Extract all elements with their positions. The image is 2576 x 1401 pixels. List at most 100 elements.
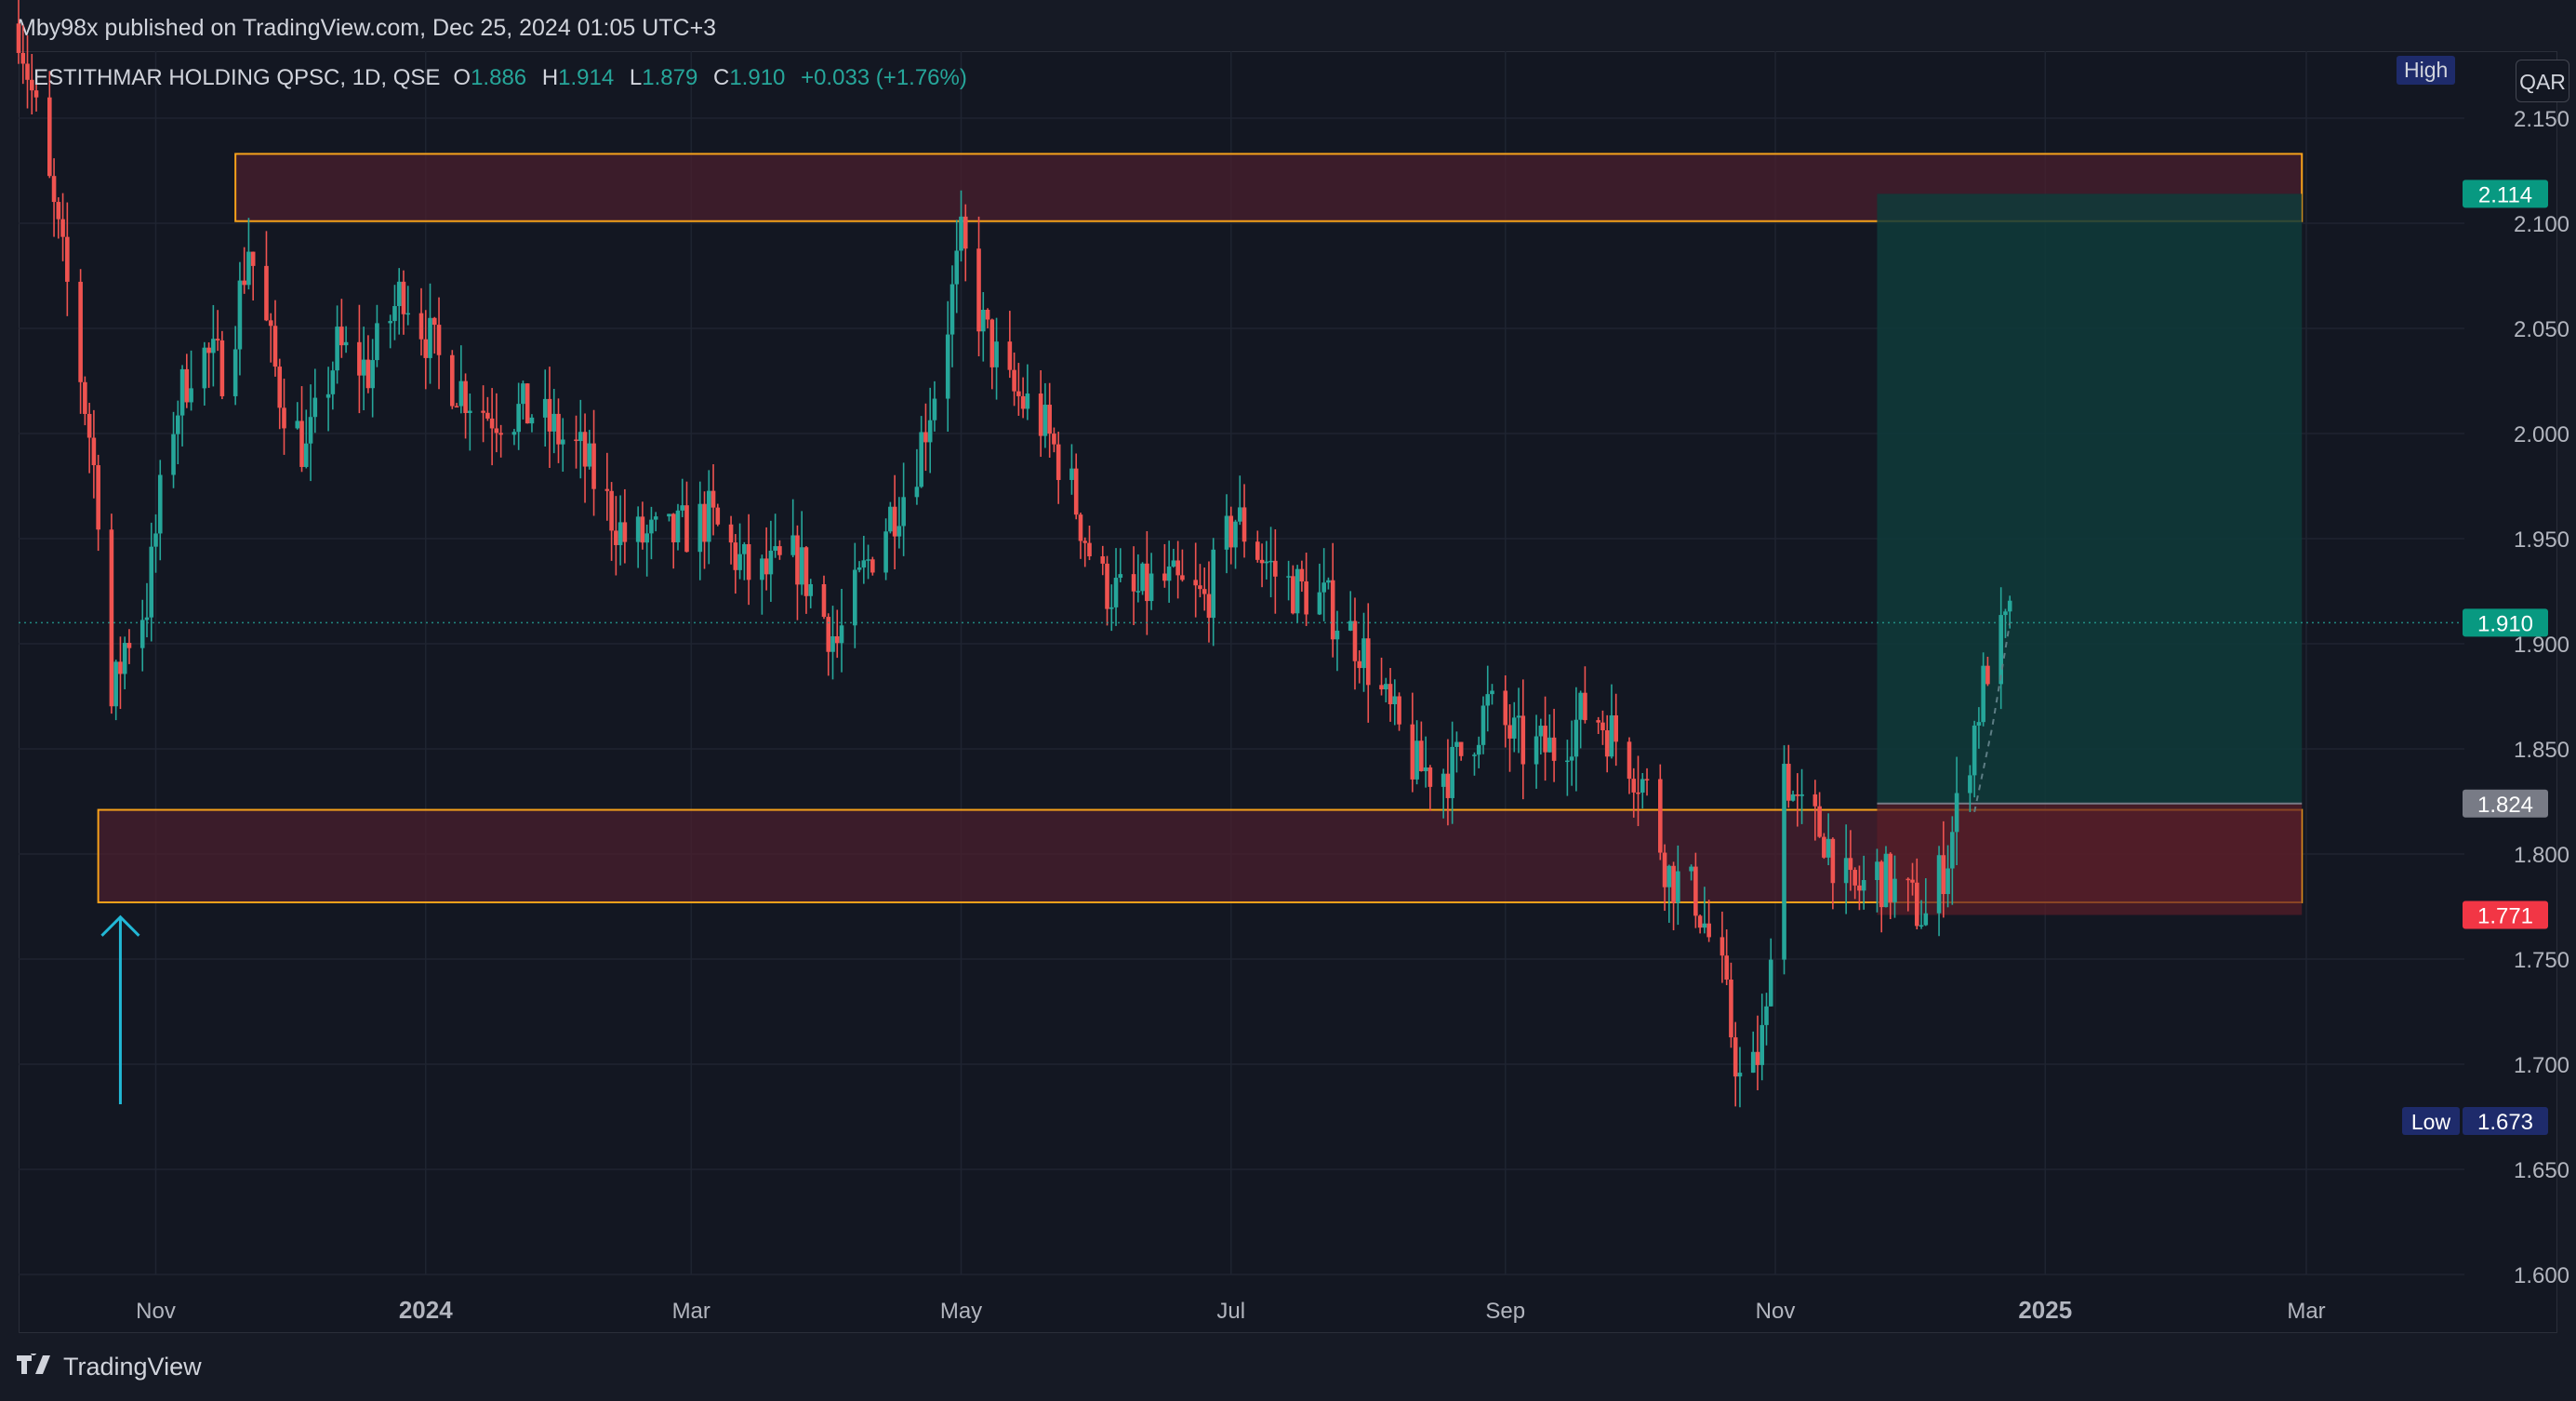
candle-body [524, 383, 530, 424]
candle-body [856, 567, 862, 570]
candle-body [839, 625, 844, 644]
candle-body [25, 63, 30, 80]
candle-body [1861, 879, 1866, 891]
candle-body [295, 420, 300, 429]
candle-body [853, 569, 857, 626]
candle-body [1472, 754, 1477, 756]
candle-body [308, 417, 313, 444]
candle-body [215, 339, 220, 340]
candle-body [1299, 568, 1305, 581]
y-tick-label: 2.100 [2514, 212, 2569, 237]
candle-body [529, 417, 535, 424]
candle-body [582, 432, 588, 467]
candle-body [914, 487, 920, 498]
candle-body [481, 410, 485, 413]
tradingview-logo-icon[interactable] [17, 1349, 56, 1381]
grid [19, 51, 2464, 1275]
candle-body [272, 326, 278, 367]
candle-body [1383, 684, 1388, 690]
candle-body [1755, 1051, 1760, 1065]
candle-body [1631, 779, 1637, 793]
candle-body [578, 432, 583, 442]
y-tick-label: 1.600 [2514, 1263, 2569, 1288]
y-tick-label: 1.900 [2514, 633, 2569, 658]
candle-body [20, 52, 26, 64]
candle-body [883, 531, 888, 573]
candle-body [710, 490, 716, 508]
candle-body [1720, 937, 1725, 956]
candle-body [1976, 722, 1982, 726]
candle-body [51, 176, 57, 203]
candle-body [454, 406, 459, 408]
candle-body [1135, 591, 1141, 593]
position-target-area [1877, 193, 2303, 804]
candle-body [511, 432, 517, 435]
candle-body [202, 347, 207, 389]
overlays [19, 621, 2464, 1104]
candle-body [122, 643, 127, 674]
candle-body [303, 443, 309, 467]
candle-body [1914, 882, 1919, 927]
price-label-stop [2463, 901, 2548, 929]
x-tick-label: 2024 [399, 1296, 453, 1324]
candle-body [432, 317, 437, 326]
y-tick-label: 1.950 [2514, 527, 2569, 553]
candle-body [29, 79, 34, 91]
candle-body [494, 428, 499, 434]
low-value: 1.879 [642, 65, 698, 90]
candle-body [1534, 736, 1539, 765]
candle-body [1768, 959, 1773, 1007]
tradingview-brand[interactable]: TradingView [63, 1353, 202, 1381]
candle-body [33, 90, 39, 98]
candle-body [299, 420, 304, 467]
candle-body [1671, 865, 1676, 903]
y-tick-label: 2.150 [2514, 107, 2569, 132]
candle-body [1551, 737, 1557, 761]
candle-body [1007, 341, 1013, 370]
candle-body [1255, 541, 1260, 560]
candle-body [179, 368, 185, 416]
candle-body [604, 488, 610, 491]
candle-body [1162, 573, 1167, 581]
candle-body [157, 474, 163, 534]
candle-body [671, 514, 676, 542]
candle-body [702, 503, 707, 542]
price-label-low [2463, 1107, 2548, 1136]
candle-body [896, 526, 902, 537]
price-label-text: 1.910 [2477, 611, 2533, 636]
candle-body [2007, 600, 2012, 612]
candle-body [1640, 779, 1645, 793]
candle-body [56, 202, 61, 220]
candle-body [1042, 405, 1048, 436]
candle-body [680, 505, 685, 511]
candle-body [994, 341, 999, 367]
price-label-entry [2463, 789, 2548, 818]
candle-body [118, 661, 123, 674]
candle-body [1237, 507, 1242, 522]
currency-button[interactable]: QAR [2516, 60, 2569, 102]
candle-body [149, 546, 154, 618]
candle-body [1875, 861, 1879, 880]
candle-body [1812, 794, 1818, 807]
publish-info: Mby98x published on TradingView.com, Dec… [17, 15, 717, 41]
candle-body [560, 439, 565, 445]
y-tick-label: 2.000 [2514, 422, 2569, 447]
candle-body [1180, 575, 1185, 580]
candle-body [1954, 793, 1959, 833]
candle-body [1423, 767, 1428, 771]
candle-body [516, 404, 521, 433]
candle-body [980, 310, 986, 332]
candle-body [1689, 866, 1693, 872]
y-tick-label: 1.700 [2514, 1053, 2569, 1078]
candle-body [1228, 515, 1234, 548]
candle-body [923, 432, 928, 443]
candle-body [675, 510, 681, 542]
candle-body [697, 503, 703, 553]
candle-body [1193, 580, 1198, 586]
candle-body [468, 410, 472, 413]
candle-body [370, 360, 375, 389]
y-tick-label: 1.750 [2514, 948, 2569, 973]
candle-body [1968, 775, 1972, 794]
candle-body [312, 397, 318, 418]
